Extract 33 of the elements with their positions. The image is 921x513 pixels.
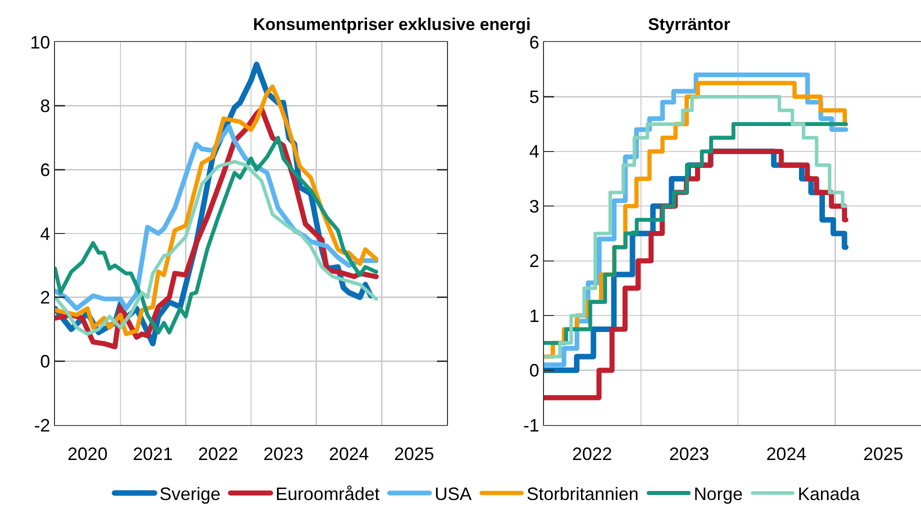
chart-title: Konsumentpriser exklusive energi xyxy=(253,15,531,34)
legend-label: Euroområdet xyxy=(276,484,380,504)
legend-label: Kanada xyxy=(798,484,861,504)
legend-label: Norge xyxy=(694,484,743,504)
x-tick-label: 2022 xyxy=(572,444,612,464)
y-tick-label: 0 xyxy=(40,351,50,372)
x-tick-label: 2020 xyxy=(68,444,108,464)
y-tick-label: -1 xyxy=(523,415,540,436)
y-tick-label: 4 xyxy=(40,224,50,244)
x-tick-label: 2025 xyxy=(863,444,904,464)
y-tick-label: -2 xyxy=(34,415,50,436)
y-tick-label: 3 xyxy=(529,196,540,216)
legend-label: USA xyxy=(434,484,472,504)
chart-title: Styrräntor xyxy=(648,15,731,34)
y-tick-label: 2 xyxy=(529,251,540,272)
x-tick-label: 2023 xyxy=(669,444,710,464)
x-tick-label: 2023 xyxy=(263,444,304,464)
x-tick-label: 2021 xyxy=(132,444,173,464)
y-tick-label: 2 xyxy=(40,288,50,308)
y-tick-label: 0 xyxy=(529,360,540,381)
x-tick-label: 2025 xyxy=(394,444,434,464)
y-tick-label: 8 xyxy=(40,96,50,116)
legend-label: Sverige xyxy=(160,484,221,504)
x-tick-label: 2024 xyxy=(328,444,369,464)
x-tick-label: 2024 xyxy=(766,444,806,464)
y-tick-label: 5 xyxy=(529,87,540,108)
y-tick-label: 4 xyxy=(529,142,540,162)
y-tick-label: 6 xyxy=(40,160,50,180)
legend-label: Storbritannien xyxy=(526,484,639,504)
y-tick-label: 6 xyxy=(529,32,540,52)
x-tick-label: 2022 xyxy=(198,444,238,464)
y-tick-label: 1 xyxy=(529,306,540,326)
y-tick-label: 10 xyxy=(30,32,50,52)
